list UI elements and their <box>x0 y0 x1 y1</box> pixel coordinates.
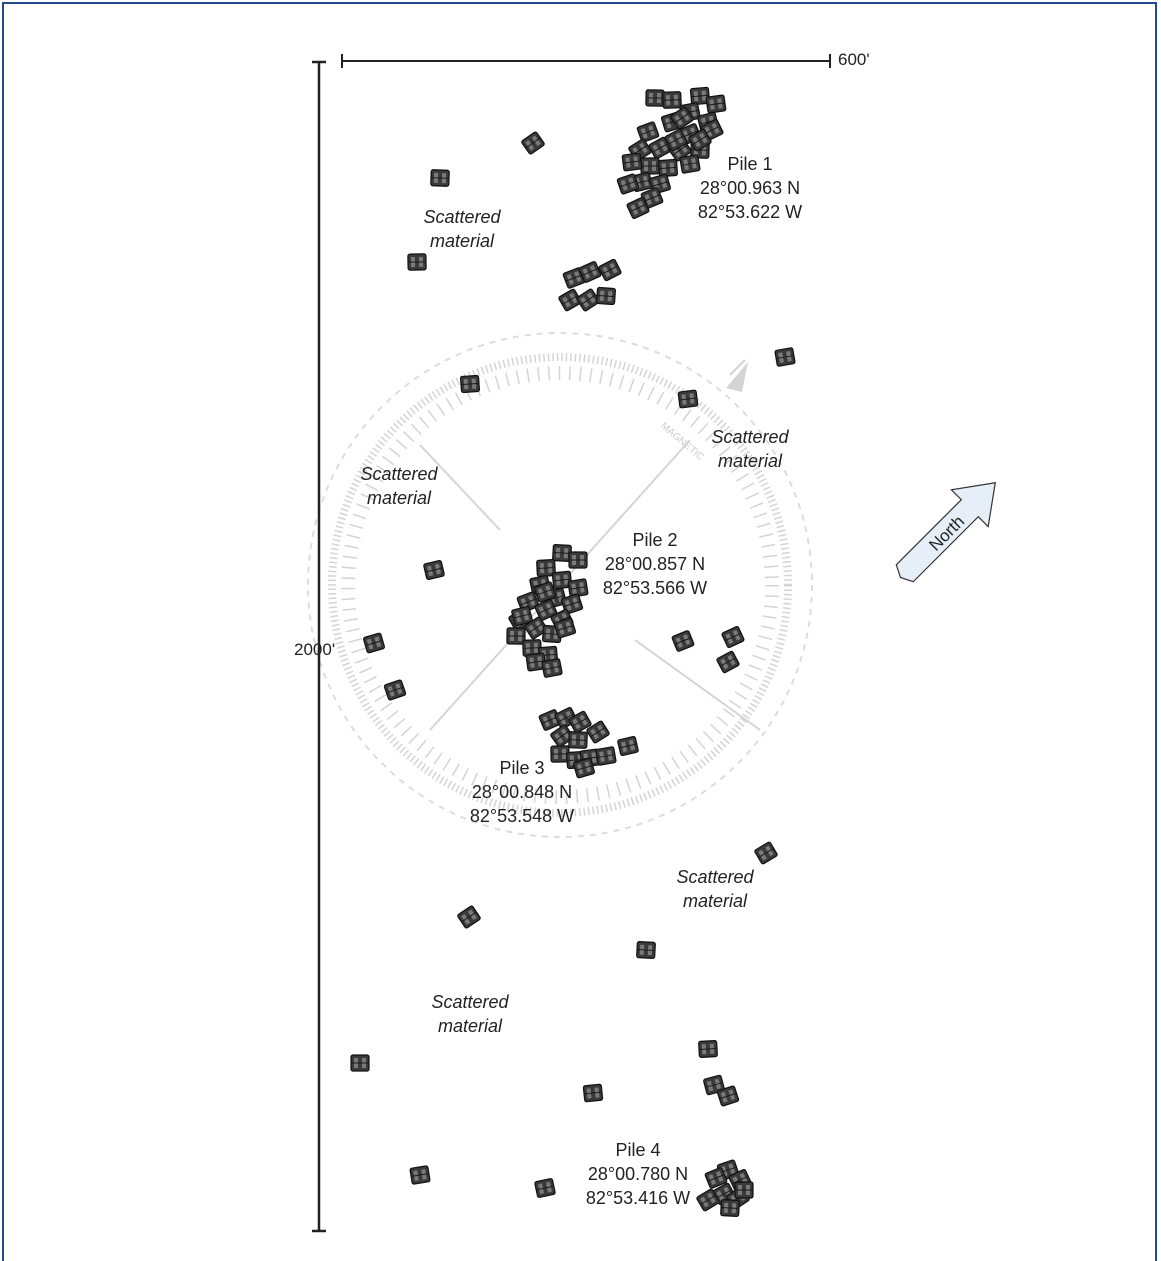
reef-unit-icon <box>456 904 482 930</box>
reef-unit-icon <box>430 169 450 187</box>
reef-unit-icon <box>582 1083 604 1103</box>
reef-units <box>350 86 796 1218</box>
reef-unit-icon <box>734 1181 754 1199</box>
reef-unit-icon <box>705 94 727 114</box>
reef-unit-icon <box>459 374 481 394</box>
reef-unit-icon <box>568 731 588 749</box>
pile-2-label: Pile 2 28°00.857 N 82°53.566 W <box>585 528 725 600</box>
pile-name: Pile 4 <box>615 1140 661 1160</box>
reef-unit-icon <box>597 258 623 282</box>
reef-unit-icon <box>407 253 427 271</box>
scattered-material-label: Scattered material <box>431 992 509 1036</box>
horizontal-scale-label: 600' <box>838 50 870 69</box>
pile-lat: 28°00.780 N <box>587 1164 689 1184</box>
reef-unit-icon <box>774 346 796 368</box>
reef-unit-icon <box>541 657 563 679</box>
reef-unit-icon <box>595 286 617 306</box>
reef-unit-icon <box>595 745 617 767</box>
reef-unit-icon <box>422 559 446 581</box>
north-arrow-icon: North <box>895 482 996 583</box>
reef-unit-icon <box>520 130 546 156</box>
reef-unit-icon <box>362 632 386 654</box>
reef-unit-icon <box>657 158 679 178</box>
reef-unit-icon <box>645 89 665 107</box>
pile-lat: 28°00.848 N <box>471 782 573 802</box>
reef-unit-icon <box>383 678 407 702</box>
pile-name: Pile 1 <box>727 154 773 174</box>
pile-name: Pile 2 <box>632 530 678 550</box>
reef-unit-icon <box>533 1177 557 1199</box>
reef-unit-icon <box>662 91 682 109</box>
reef-unit-icon <box>636 120 660 144</box>
horizontal-scale-bar <box>341 54 831 68</box>
scattered-material-label: Scattered material <box>360 464 438 508</box>
reef-unit-icon <box>409 1165 431 1185</box>
pile-1-label: Pile 1 28°00.963 N 82°53.622 W <box>680 152 820 224</box>
pile-3-label: Pile 3 28°00.848 N 82°53.548 W <box>452 756 592 828</box>
pile-lon: 82°53.566 W <box>602 578 708 598</box>
reef-unit-icon <box>697 1039 719 1059</box>
reef-unit-icon <box>350 1054 370 1072</box>
pile-4-label: Pile 4 28°00.780 N 82°53.416 W <box>568 1138 708 1210</box>
pile-lon: 82°53.622 W <box>697 202 803 222</box>
reef-unit-icon <box>616 735 640 757</box>
vertical-scale-bar <box>312 60 326 1233</box>
reef-unit-icon <box>677 389 699 409</box>
reef-unit-icon <box>719 1198 741 1218</box>
reef-unit-icon <box>621 152 643 172</box>
scattered-material-label: Scattered material <box>423 207 501 251</box>
pile-lat: 28°00.963 N <box>699 178 801 198</box>
reef-unit-icon <box>753 840 779 866</box>
pile-name: Pile 3 <box>499 758 545 778</box>
pile-lat: 28°00.857 N <box>604 554 706 574</box>
reef-unit-icon <box>715 650 741 674</box>
pile-lon: 82°53.548 W <box>469 806 575 826</box>
reef-unit-icon <box>510 605 534 627</box>
reef-unit-icon <box>671 629 695 653</box>
reef-unit-icon <box>640 157 660 175</box>
scattered-material-label: Scattered material <box>711 427 789 471</box>
scattered-material-label: Scattered material <box>676 867 754 911</box>
reef-unit-icon <box>720 625 746 649</box>
pile-lon: 82°53.416 W <box>585 1188 691 1208</box>
vertical-scale-label: 2000' <box>294 640 336 659</box>
reef-unit-icon <box>635 940 657 960</box>
